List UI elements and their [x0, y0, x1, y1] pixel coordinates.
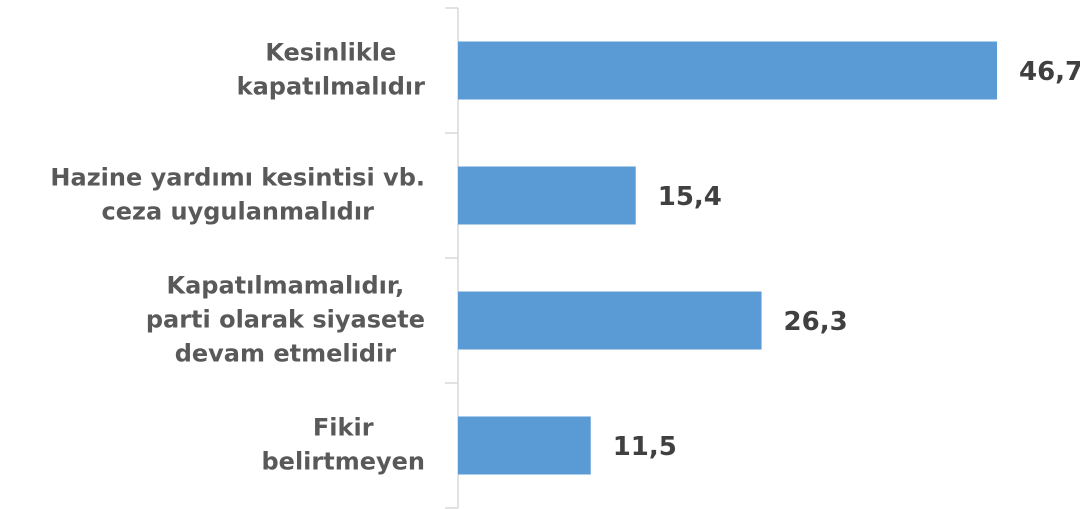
value-label: 46,7 [1019, 57, 1080, 87]
bar [458, 166, 636, 225]
category-label: Kapatılmamalıdır, parti olarak siyasete de… [146, 272, 425, 368]
bar [458, 416, 591, 475]
bar [458, 291, 762, 350]
category-label: Hazine yardımı kesintisi vb. ceza uygulan… [50, 164, 425, 226]
category-label: Kesinlikle kapatılmalıdır [237, 39, 426, 101]
category-label: Fikir belirtmeyen [261, 414, 425, 476]
value-label: 11,5 [613, 432, 677, 462]
value-label: 26,3 [784, 307, 848, 337]
bar [458, 41, 997, 100]
value-label: 15,4 [658, 182, 722, 212]
